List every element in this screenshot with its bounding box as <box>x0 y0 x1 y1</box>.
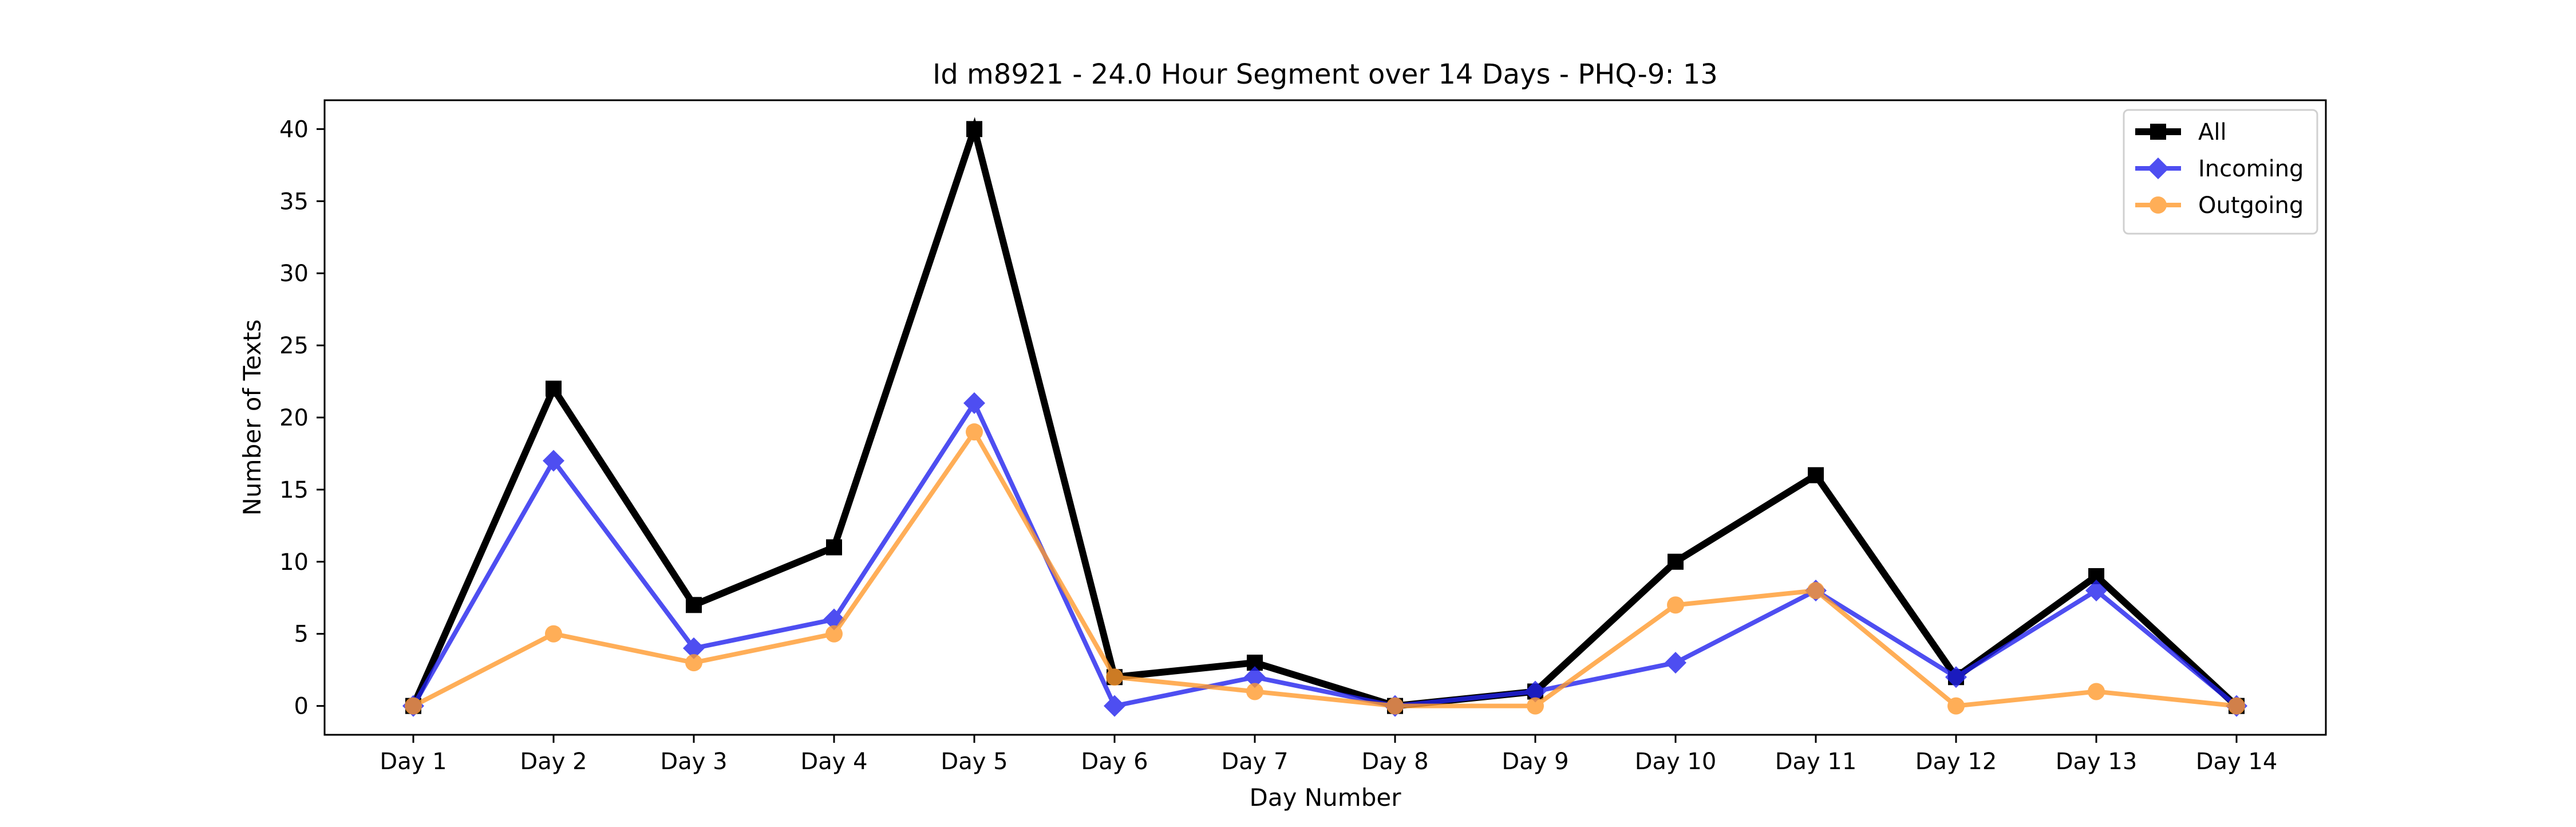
x-tick-label: Day 1 <box>380 749 447 775</box>
data-point-incoming <box>1945 666 1967 688</box>
y-tick-label: 15 <box>279 477 309 503</box>
legend-entry-all <box>2135 124 2181 140</box>
x-tick-label: Day 9 <box>1502 749 1568 775</box>
x-tick-label: Day 4 <box>800 749 867 775</box>
x-axis-label: Day Number <box>1249 783 1401 812</box>
data-point-all <box>1808 467 1824 483</box>
data-point-outgoing <box>685 654 702 672</box>
data-point-outgoing <box>545 625 562 643</box>
y-tick-label: 10 <box>279 549 309 576</box>
data-point-outgoing <box>2088 683 2105 700</box>
x-tick-label: Day 10 <box>1635 749 1717 775</box>
data-point-outgoing <box>2228 697 2245 715</box>
data-point-outgoing <box>1667 596 1684 614</box>
x-tick-label: Day 13 <box>2056 749 2138 775</box>
series-line-incoming <box>411 398 2238 709</box>
legend-marker <box>2147 157 2169 179</box>
x-tick-label: Day 2 <box>520 749 587 775</box>
x-tick-label: Day 7 <box>1221 749 1288 775</box>
data-point-incoming <box>1524 680 1546 703</box>
data-point-incoming <box>683 637 705 659</box>
data-point-outgoing <box>825 625 843 643</box>
x-axis-ticks: Day 1 Day 2 Day 3 Day 4 Day 5 Day 6 Day 7 Day 8… <box>380 735 2277 775</box>
y-tick-label: 0 <box>294 694 309 720</box>
data-point-outgoing <box>1527 697 1544 715</box>
series-outgoing <box>405 423 2245 715</box>
data-point-outgoing <box>1807 582 1824 600</box>
data-point-all <box>826 539 842 556</box>
data-point-outgoing <box>966 423 983 441</box>
legend-entry-incoming <box>2135 157 2181 179</box>
data-point-outgoing <box>1386 697 1404 715</box>
data-point-outgoing <box>1246 683 1263 700</box>
chart-title: Id m8921 - 24.0 Hour Segment over 14 Day… <box>933 58 1718 90</box>
x-tick-label: Day 12 <box>1915 749 1997 775</box>
y-tick-label: 35 <box>279 188 309 215</box>
series-line-all <box>410 117 2239 710</box>
x-tick-label: Day 11 <box>1775 749 1857 775</box>
legend-marker <box>2150 196 2167 214</box>
data-point-all <box>686 597 702 613</box>
x-tick-label: Day 6 <box>1081 749 1148 775</box>
data-point-outgoing <box>405 697 422 715</box>
data-point-incoming <box>1104 695 1125 717</box>
y-tick-label: 20 <box>279 405 309 431</box>
plot-frame <box>323 99 2327 736</box>
legend-marker <box>2150 124 2166 140</box>
x-tick-label: Day 3 <box>660 749 727 775</box>
y-axis-label: Number of Texts <box>238 320 266 516</box>
x-tick-label: Day 8 <box>1361 749 1428 775</box>
x-tick-label: Day 5 <box>941 749 1008 775</box>
data-point-incoming <box>1665 652 1686 674</box>
y-tick-label: 25 <box>279 333 309 359</box>
data-point-all <box>966 121 982 137</box>
data-point-incoming <box>1244 666 1266 688</box>
data-point-outgoing <box>1947 697 1965 715</box>
legend: All Incoming Outgoing <box>2123 109 2318 235</box>
legend-label: Incoming <box>2198 156 2304 182</box>
x-tick-label: Day 14 <box>2196 749 2278 775</box>
legend-entry-outgoing <box>2135 196 2181 214</box>
data-point-all <box>1668 553 1684 570</box>
y-axis-ticks: 0 5 10 15 20 25 30 35 40 <box>279 116 325 720</box>
y-tick-label: 30 <box>279 261 309 287</box>
series-line-outgoing <box>412 427 2237 708</box>
legend-label: Outgoing <box>2198 192 2304 219</box>
y-tick-label: 5 <box>294 621 309 648</box>
legend-label: All <box>2198 119 2227 145</box>
data-point-incoming <box>963 392 985 414</box>
data-point-all <box>546 380 562 397</box>
data-point-incoming <box>2085 580 2107 602</box>
y-tick-label: 40 <box>279 116 309 143</box>
series-layer <box>402 117 2247 717</box>
data-point-outgoing <box>1106 668 1123 686</box>
data-point-incoming <box>543 450 564 472</box>
